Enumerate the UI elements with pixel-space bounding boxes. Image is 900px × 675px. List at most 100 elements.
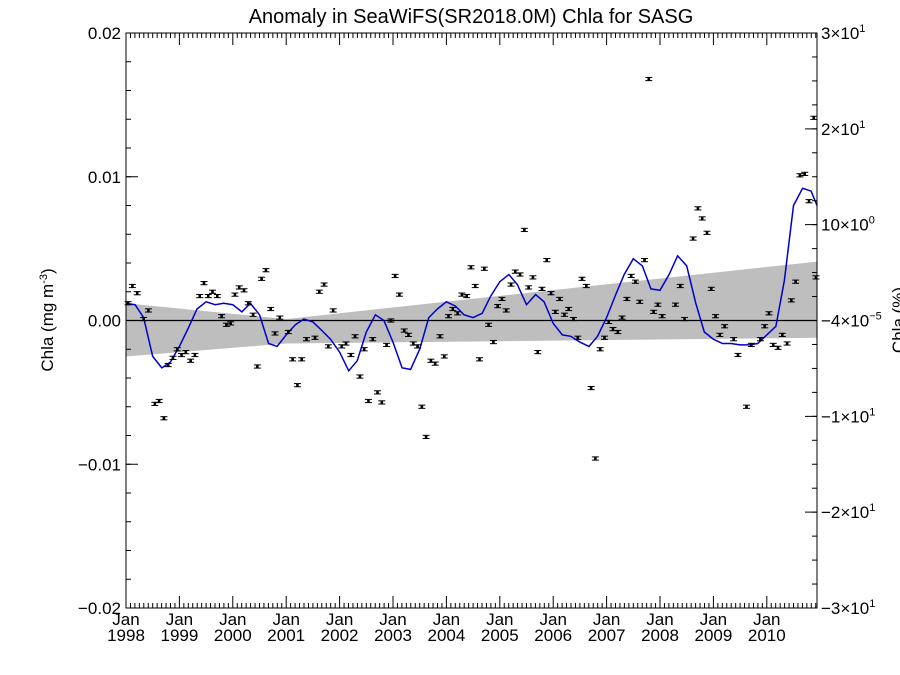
data-point-91 (547, 291, 555, 296)
data-point-67 (440, 354, 448, 359)
y-tick-label: 0.00 (88, 312, 121, 331)
data-point-marker (456, 312, 459, 315)
data-point-43 (329, 308, 337, 313)
data-point-marker (358, 375, 362, 378)
x-tick-label-month: Jan (326, 610, 353, 629)
data-point-marker (300, 358, 303, 361)
data-point-87 (529, 275, 537, 280)
data-point-55 (387, 318, 395, 323)
data-point-marker (429, 359, 433, 363)
data-point-82 (507, 282, 515, 287)
data-point-17 (204, 293, 212, 299)
data-point-124 (707, 286, 715, 291)
data-point-marker (175, 347, 179, 351)
data-point-26 (244, 301, 252, 306)
data-point-marker (513, 270, 517, 273)
data-point-33 (276, 315, 284, 320)
data-point-marker (504, 309, 508, 312)
data-point-140 (792, 279, 800, 284)
data-point-132 (756, 337, 764, 342)
data-point-28 (253, 364, 261, 369)
y-tick-label: 0.02 (88, 24, 121, 43)
data-point-48 (356, 374, 364, 379)
data-point-50 (364, 398, 372, 404)
data-point-marker (184, 350, 188, 354)
y2-tick-label-base: −2×10 (821, 503, 869, 522)
data-point-marker (611, 327, 615, 331)
y-axis-label-exponent: -3 (38, 274, 50, 284)
data-point-marker (162, 416, 166, 420)
data-point-98 (578, 276, 586, 281)
x-tick-label-month: Jan (593, 610, 620, 629)
data-point-marker (554, 310, 557, 314)
data-point-115 (654, 302, 662, 307)
data-point-39 (311, 335, 319, 340)
data-point-122 (698, 216, 706, 221)
data-point-7 (160, 416, 168, 421)
data-point-134 (765, 311, 773, 316)
x-tick-label-month: Jan (379, 610, 406, 629)
data-point-marker (589, 386, 593, 390)
data-point-75 (476, 357, 484, 362)
data-point-59 (404, 332, 412, 337)
data-point-marker (260, 277, 263, 281)
data-point-15 (196, 293, 204, 299)
data-point-marker (780, 333, 784, 337)
data-point-marker (322, 283, 326, 286)
data-point-marker (349, 353, 353, 357)
data-point-80 (498, 296, 506, 302)
data-point-marker (202, 281, 206, 285)
trend-band (126, 261, 817, 357)
x-tick-label-year: 2000 (214, 626, 252, 645)
data-point-53 (378, 400, 386, 405)
data-point-marker (563, 313, 566, 317)
data-point-111 (636, 299, 644, 304)
data-point-100 (587, 385, 595, 391)
data-point-marker (714, 314, 717, 318)
x-tick-label-month: Jan (753, 610, 780, 629)
data-point-marker (572, 317, 575, 321)
data-point-marker (367, 399, 370, 403)
data-point-78 (489, 339, 497, 345)
data-point-125 (712, 314, 720, 319)
data-point-45 (342, 341, 350, 346)
data-point-marker (331, 309, 335, 312)
data-point-marker (411, 342, 415, 345)
data-point-123 (703, 230, 711, 235)
data-point-marker (585, 284, 588, 288)
data-point-marker (518, 273, 522, 276)
data-point-116 (658, 314, 666, 319)
data-point-marker (407, 333, 410, 337)
data-point-marker (229, 322, 232, 325)
data-point-marker (625, 297, 629, 301)
data-point-92 (551, 309, 559, 314)
data-point-marker (273, 332, 277, 335)
data-point-65 (431, 361, 439, 366)
data-point-marker (745, 405, 748, 409)
data-point-94 (560, 312, 568, 317)
data-point-marker (287, 330, 290, 334)
data-point-35 (289, 357, 297, 362)
data-point-51 (369, 337, 377, 342)
x-tick-label-year: 2009 (694, 626, 732, 645)
data-point-marker (233, 293, 237, 296)
data-point-79 (494, 304, 502, 309)
data-point-marker (678, 284, 682, 288)
smoothed-series-line (125, 187, 818, 373)
data-point-marker (603, 336, 606, 340)
data-point-16 (200, 281, 208, 286)
y2-axis-label: Chla (%) (889, 287, 900, 353)
data-point-85 (520, 227, 528, 233)
data-point-marker (598, 347, 602, 351)
data-point-marker (142, 317, 145, 321)
data-point-97 (574, 335, 582, 340)
data-point-marker (380, 401, 384, 404)
data-point-marker (198, 294, 201, 298)
y2-tick-label: −4×10−5 (821, 311, 882, 331)
y2-tick-label: −1×101 (821, 406, 875, 426)
data-point-71 (458, 292, 466, 297)
data-point-marker (567, 307, 570, 311)
data-point-136 (774, 345, 782, 350)
data-point-marker (652, 310, 655, 314)
data-point-74 (471, 283, 479, 289)
